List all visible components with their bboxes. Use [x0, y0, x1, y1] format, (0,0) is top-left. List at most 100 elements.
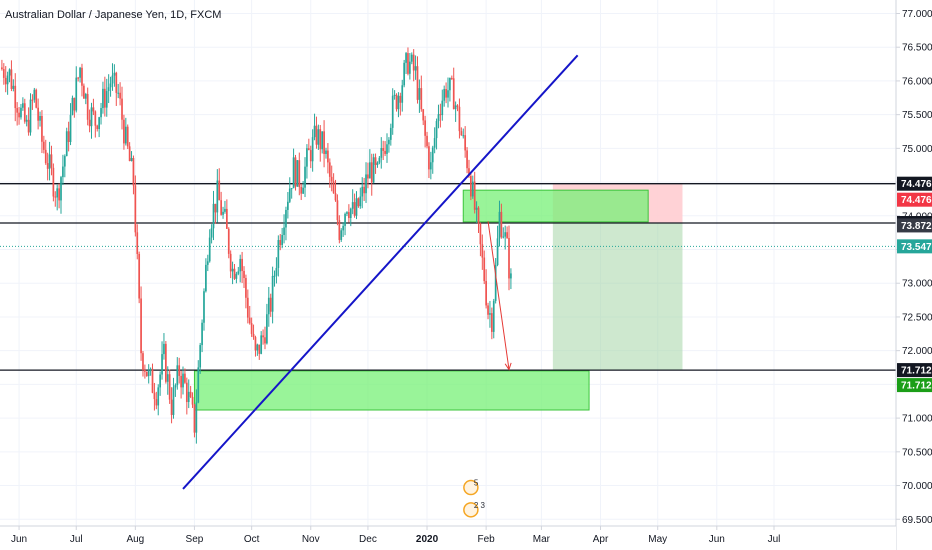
candle-body — [336, 200, 339, 221]
highlight-zone — [462, 189, 649, 223]
candle-body — [208, 237, 211, 262]
candle-body — [164, 343, 167, 382]
candle-body — [103, 88, 106, 108]
candle-body — [416, 66, 419, 100]
candle-body — [115, 72, 118, 93]
candle-body — [294, 157, 297, 187]
candle-body — [306, 148, 308, 167]
candle-body — [288, 188, 291, 202]
candle-body — [123, 119, 125, 144]
candle-body — [433, 138, 436, 148]
candle-body — [298, 160, 301, 187]
candle-body — [224, 208, 226, 212]
candle-body — [250, 323, 253, 334]
candle-body — [153, 392, 156, 400]
candle-body — [233, 268, 236, 279]
candle-body — [346, 212, 348, 214]
candle-body — [388, 139, 390, 145]
x-tick-label: Jun — [709, 534, 725, 545]
candle-body — [140, 298, 142, 354]
candle-body — [252, 333, 255, 338]
candle-body — [151, 368, 154, 393]
candle-body — [155, 399, 158, 406]
candle-body — [485, 281, 487, 306]
candle-body — [334, 193, 337, 201]
candle-body — [205, 264, 207, 292]
candle-body — [431, 147, 434, 163]
candle-body — [292, 157, 295, 189]
candle-body — [145, 371, 148, 377]
candle-body — [98, 117, 100, 129]
candle-body — [355, 198, 358, 216]
candle-body — [96, 125, 99, 129]
candle-body — [128, 146, 131, 162]
candle-body — [397, 95, 400, 110]
y-tick-label: 77.000 — [902, 9, 932, 20]
candle-body — [149, 368, 152, 371]
candle-body — [502, 236, 505, 238]
candle-body — [113, 72, 116, 76]
candle-body — [407, 53, 409, 74]
candle-body — [2, 69, 5, 78]
candle-body — [338, 220, 341, 240]
x-tick-label: Feb — [478, 534, 496, 545]
y-tick-label: 75.000 — [902, 144, 932, 155]
candle-body — [83, 85, 85, 99]
candle-body — [117, 92, 120, 94]
candle-body — [393, 94, 396, 96]
x-tick-label: May — [648, 534, 667, 545]
candle-body — [311, 137, 314, 162]
candle-body — [241, 258, 243, 271]
candle-body — [447, 90, 449, 98]
candle-body — [174, 385, 177, 388]
candle-body — [395, 94, 398, 110]
candle-body — [498, 211, 501, 239]
candle-body — [506, 232, 508, 239]
candle-body — [437, 114, 440, 122]
candle-body — [420, 88, 423, 110]
candle-body — [124, 126, 127, 144]
candle-body — [71, 97, 74, 115]
y-tick-label: 70.000 — [902, 481, 932, 492]
candle-body — [460, 131, 463, 136]
candle-body — [296, 160, 299, 187]
candle-body — [6, 75, 9, 85]
x-tick-label: Nov — [302, 534, 320, 545]
level-tag — [897, 363, 932, 378]
candle-body — [107, 87, 110, 92]
candle-body — [193, 404, 196, 433]
candle-body — [25, 119, 28, 122]
candle-body — [46, 163, 49, 169]
candle-body — [130, 158, 133, 162]
price-tag-label: 74.476 — [901, 195, 932, 206]
candle-body — [65, 131, 68, 157]
candle-body — [454, 105, 457, 110]
candle-body — [44, 149, 47, 164]
candle-body — [409, 61, 411, 74]
candle-body — [199, 345, 202, 368]
candle-body — [389, 127, 392, 140]
price-tag — [897, 218, 932, 233]
candle-body — [220, 200, 222, 215]
highlight-zone — [193, 370, 590, 411]
candle-body — [456, 105, 459, 107]
candle-body — [23, 103, 26, 122]
candle-body — [401, 85, 404, 103]
candle-body — [267, 297, 270, 315]
candle-body — [237, 271, 240, 274]
candle-body — [86, 94, 89, 120]
candle-body — [245, 278, 247, 298]
candle-body — [58, 188, 60, 201]
x-tick-label: Aug — [126, 534, 144, 545]
candle-body — [178, 365, 181, 376]
x-tick-label: Jul — [768, 534, 781, 545]
candle-body — [144, 370, 146, 372]
candle-body — [492, 300, 495, 332]
candle-body — [378, 157, 381, 163]
candle-body — [22, 103, 24, 108]
candle-body — [256, 344, 259, 351]
candle-body — [279, 240, 282, 246]
candle-body — [14, 85, 17, 109]
